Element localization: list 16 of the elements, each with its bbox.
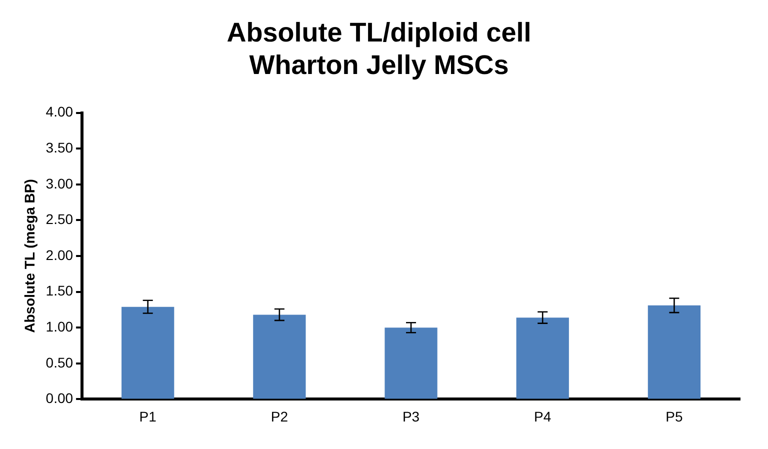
y-tick-label: 1.50	[46, 282, 74, 299]
y-tick-label: 3.50	[46, 139, 74, 156]
y-tick-label: 3.00	[46, 175, 74, 192]
x-tick-label: P5	[666, 408, 683, 424]
x-tick-label: P4	[534, 408, 552, 424]
chart-title: Absolute TL/diploid cell Wharton Jelly MSCs	[226, 18, 532, 80]
y-tick-label: 1.00	[46, 318, 74, 334]
y-tick-label: 0.50	[46, 354, 74, 370]
x-tick-label: P3	[402, 408, 420, 424]
y-tick-label: 2.00	[46, 246, 74, 263]
y-tick-label: 0.00	[46, 390, 74, 406]
y-tick-label: 2.50	[46, 211, 74, 228]
x-tick-label: P1	[139, 408, 157, 424]
y-tick-label: 4.00	[46, 104, 74, 120]
x-tick-label: P2	[270, 408, 288, 424]
y-axis-title: Absolute TL (mega BP)	[21, 179, 38, 333]
